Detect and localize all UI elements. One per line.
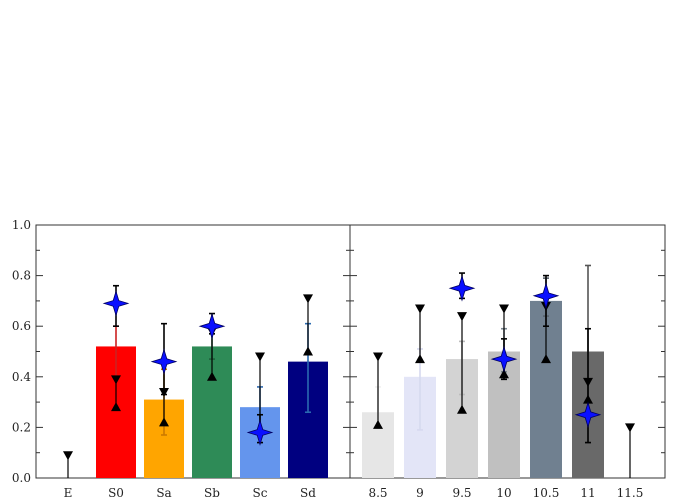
star-point-11 (574, 401, 602, 429)
y-tick-label: 0.4 (12, 370, 31, 384)
y-tick-label: 0.6 (12, 319, 31, 333)
x-tick-label: 9 (416, 486, 424, 500)
star-point-Sa (150, 348, 178, 375)
upper-triangle-9.5 (457, 312, 467, 322)
lower-triangle-S0 (111, 402, 121, 412)
lower-triangle-Sa (159, 417, 169, 427)
lower-triangle-9.5 (457, 404, 467, 414)
x-tick-label: 10 (496, 486, 511, 500)
y-tick-label: 1.0 (12, 218, 31, 232)
x-tick-label: 8.5 (368, 486, 387, 500)
upper-triangle-Sc (255, 352, 265, 362)
upper-triangle-S0 (111, 375, 121, 385)
star-point-10.5 (532, 282, 560, 310)
x-tick-label: 11.5 (617, 486, 644, 500)
star-point-Sc (246, 419, 274, 446)
upper-triangle-E (63, 451, 73, 461)
star-point-9.5 (448, 274, 476, 302)
x-tick-label: E (64, 486, 73, 500)
y-tick-label: 0.0 (12, 471, 31, 485)
upper-triangle-9 (415, 304, 425, 314)
y-tick-label: 0.8 (12, 269, 31, 283)
y-tick-label: 0.2 (12, 420, 31, 434)
lower-triangle-8.5 (373, 419, 383, 429)
star-point-S0 (102, 290, 130, 317)
star-point-Sb (198, 312, 226, 340)
x-tick-label: S0 (108, 486, 124, 500)
x-tick-label: 10.5 (533, 486, 560, 500)
x-tick-label: Sd (300, 486, 316, 500)
x-tick-label: 9.5 (452, 486, 471, 500)
x-tick-label: Sa (156, 486, 171, 500)
lower-triangle-9 (415, 354, 425, 364)
star-point-10 (490, 345, 518, 373)
upper-triangle-11.5 (625, 423, 635, 433)
upper-triangle-Sd (303, 294, 313, 304)
x-tick-label: 11 (580, 486, 595, 500)
lower-triangle-Sb (207, 371, 217, 381)
lower-triangle-Sd (303, 346, 313, 356)
upper-triangle-8.5 (373, 352, 383, 362)
lower-triangle-10.5 (541, 354, 551, 364)
x-tick-label: Sc (253, 486, 268, 500)
upper-triangle-10 (499, 304, 509, 314)
x-tick-label: Sb (204, 486, 220, 500)
